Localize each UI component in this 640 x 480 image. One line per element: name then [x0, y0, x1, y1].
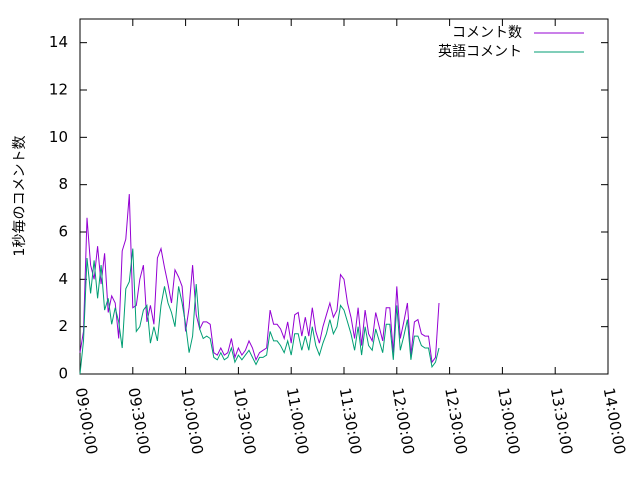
y-tick-label: 14: [49, 33, 68, 51]
x-tick-label: 14:00:00: [600, 386, 629, 455]
x-tick-label: 13:00:00: [494, 386, 523, 455]
x-tick-label: 11:30:00: [336, 386, 365, 455]
y-tick-label: 2: [58, 317, 68, 335]
x-tick-label: 09:00:00: [72, 386, 101, 455]
y-tick-label: 12: [49, 81, 68, 99]
legend-label: 英語コメント: [438, 43, 522, 60]
y-axis-label: 1秒毎のコメント数: [12, 136, 28, 257]
legend-label: コメント数: [452, 25, 522, 41]
x-axis: 09:00:00 09:30:00 10:00:00 10:30:00 11:00:00…: [72, 19, 629, 456]
series-line-1: [79, 194, 440, 364]
y-tick-label: 8: [58, 175, 68, 193]
x-tick-label: 13:30:00: [547, 386, 576, 455]
series-layer: [79, 194, 440, 375]
y-tick-label: 4: [58, 270, 68, 288]
x-tick-label: 10:30:00: [230, 386, 259, 455]
x-tick-label: 12:30:00: [441, 386, 470, 455]
x-tick-label: 09:30:00: [124, 386, 153, 455]
series-line-2: [79, 248, 440, 375]
y-tick-label: 0: [58, 365, 68, 383]
x-tick-label: 11:00:00: [283, 386, 312, 455]
x-tick-label: 10:00:00: [177, 386, 206, 455]
y-axis: 0 2 4 6 8 10 12 14: [49, 33, 608, 383]
y-tick-label: 10: [49, 128, 68, 146]
y-tick-label: 6: [58, 223, 68, 241]
x-tick-label: 12:00:00: [388, 386, 417, 455]
